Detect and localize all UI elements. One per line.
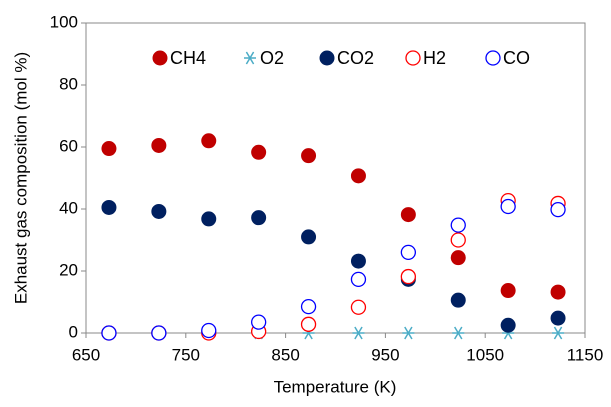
asterisk-stroke: [454, 326, 463, 340]
legend-label: O2: [260, 48, 284, 68]
y-tick-label: 100: [50, 12, 78, 31]
data-point: [151, 203, 167, 219]
data-point: [350, 168, 366, 184]
y-tick-label: 60: [59, 136, 78, 155]
data-point: [400, 268, 417, 285]
plot-frame: [85, 22, 586, 334]
data-point: [550, 284, 566, 300]
y-tick-label: 20: [59, 260, 78, 279]
data-point: [450, 232, 466, 248]
data-point: [550, 310, 566, 326]
data-point: [151, 137, 167, 153]
asterisk-stroke: [354, 326, 363, 340]
y-axis-label: Exhaust gas composition (mol %): [11, 52, 30, 304]
asterisk-stroke: [245, 51, 255, 65]
x-tick-label: 1050: [466, 345, 504, 364]
data-point: [301, 148, 317, 164]
data-point: [450, 217, 466, 233]
legend-label: CO2: [337, 48, 374, 68]
data-point: [151, 325, 167, 341]
y-tick-label: 40: [59, 198, 78, 217]
legend-label: CO: [503, 48, 530, 68]
data-point: [350, 253, 366, 269]
data-point: [550, 201, 566, 218]
legend-marker: [405, 50, 421, 66]
x-tick-label: 850: [271, 345, 299, 364]
data-point: [452, 326, 465, 340]
data-point: [251, 210, 267, 226]
data-point: [101, 325, 117, 341]
data-point: [251, 314, 267, 330]
legend-marker: [152, 50, 168, 66]
data-point: [201, 211, 217, 227]
data-point: [101, 199, 117, 215]
data-point: [400, 244, 417, 261]
data-point: [500, 198, 516, 215]
x-axis-label: Temperature (K): [274, 377, 397, 396]
legend-marker: [319, 50, 335, 66]
data-point: [450, 250, 466, 266]
data-point: [552, 326, 565, 340]
legend-label: H2: [423, 48, 446, 68]
data-point: [500, 317, 516, 333]
legend-label: CH4: [170, 48, 206, 68]
data-point: [352, 326, 365, 340]
data-point: [300, 316, 317, 332]
y-tick-label: 0: [69, 322, 78, 341]
data-point: [402, 326, 415, 340]
x-tick-label: 650: [72, 345, 100, 364]
x-tick-label: 1150: [567, 345, 604, 364]
data-point: [201, 322, 217, 339]
data-point: [400, 207, 416, 223]
x-tick-label: 950: [371, 345, 399, 364]
data-point: [350, 299, 367, 315]
data-point: [450, 292, 466, 308]
asterisk-stroke: [404, 326, 413, 340]
data-point: [251, 144, 267, 160]
data-point: [500, 283, 516, 299]
asterisk-stroke: [553, 326, 563, 340]
data-point: [101, 141, 117, 157]
x-tick-label: 750: [172, 345, 200, 364]
data-point: [300, 298, 317, 315]
legend-marker: [485, 50, 501, 66]
data-point: [301, 229, 317, 245]
y-tick-label: 80: [59, 74, 78, 93]
legend-marker: [244, 51, 256, 65]
data-point: [201, 133, 217, 149]
data-point: [350, 271, 367, 288]
